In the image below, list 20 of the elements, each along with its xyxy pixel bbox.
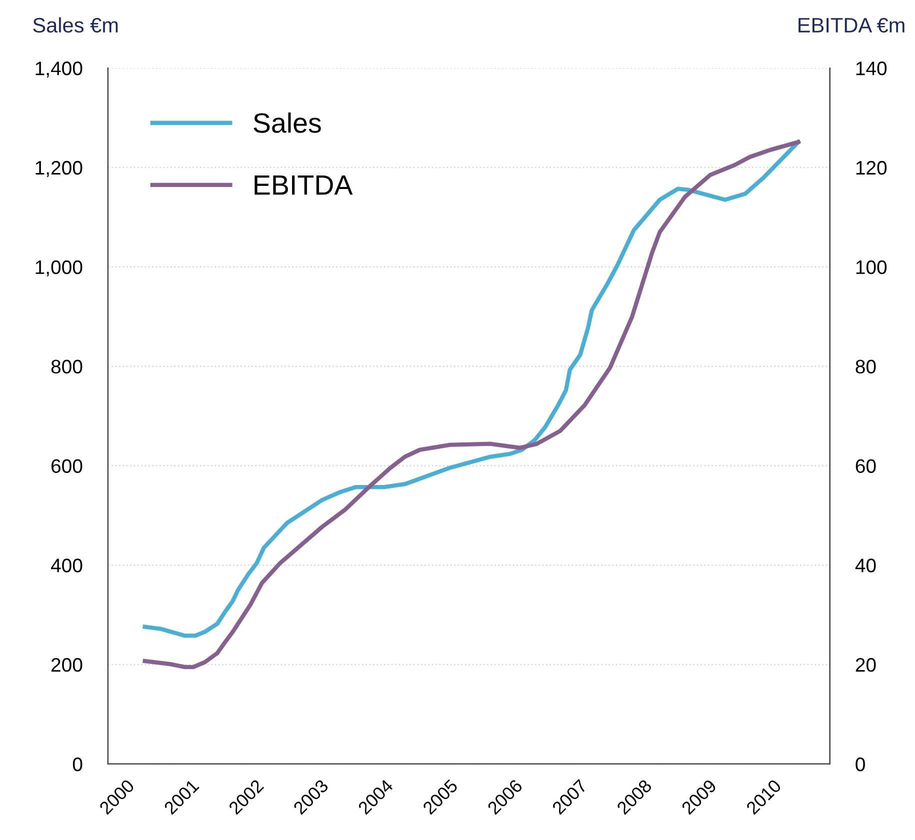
- y-tick-label: 1,000: [36, 260, 82, 276]
- y2-tick-label: 60: [856, 459, 876, 473]
- y2-tick-label: 20: [856, 658, 876, 672]
- y-tick-label: 200: [52, 658, 82, 672]
- y-tick-label: 400: [50, 558, 82, 572]
- legend-label: Sales: [254, 112, 321, 133]
- legend-label: EBITDA: [254, 176, 353, 195]
- y-tick-label: 600: [52, 459, 82, 473]
- y2-tick-label: 120: [856, 160, 887, 175]
- y2-tick-label: 0: [856, 757, 865, 772]
- y2-axis-title: EBITDA €m: [798, 18, 904, 33]
- y2-tick-label: 40: [855, 558, 876, 572]
- y2-tick-label: 80: [856, 360, 876, 374]
- y-tick-label: 800: [51, 360, 82, 374]
- y2-tick-label: 100: [856, 260, 887, 274]
- y2-tick-label: 140: [856, 62, 887, 76]
- y-tick-label: 1,400: [36, 62, 82, 78]
- y-tick-label: 0: [72, 757, 82, 772]
- y-tick-label: 1,200: [36, 160, 82, 177]
- y-axis-title: Sales €m: [33, 17, 118, 33]
